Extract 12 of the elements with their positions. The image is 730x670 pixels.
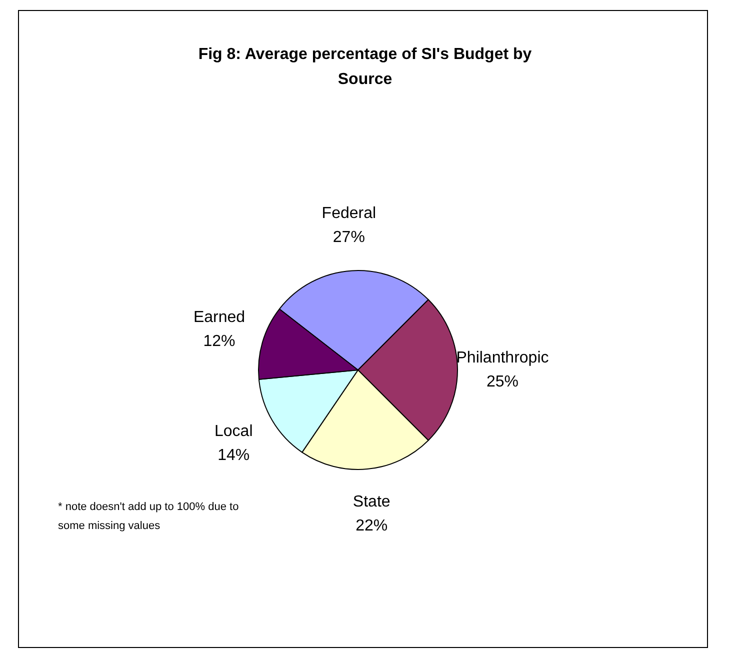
data-label: 22% [356, 517, 388, 534]
slice-label: Philanthropic [456, 349, 549, 366]
data-label: 14% [218, 446, 250, 464]
chart-title: Fig 8: Average percentage of SI's Budget by Source [197, 45, 533, 90]
text: * note doesn't add up to 100% due to some missing values [58, 500, 240, 534]
data-label: 12% [203, 333, 236, 350]
slice-label: State [352, 493, 390, 510]
slice-label: Federal [322, 205, 376, 222]
slice-label: Local [214, 422, 253, 440]
data-label: 25% [486, 373, 519, 390]
slice-label: Earned [193, 309, 246, 326]
data-label: 27% [332, 229, 365, 246]
